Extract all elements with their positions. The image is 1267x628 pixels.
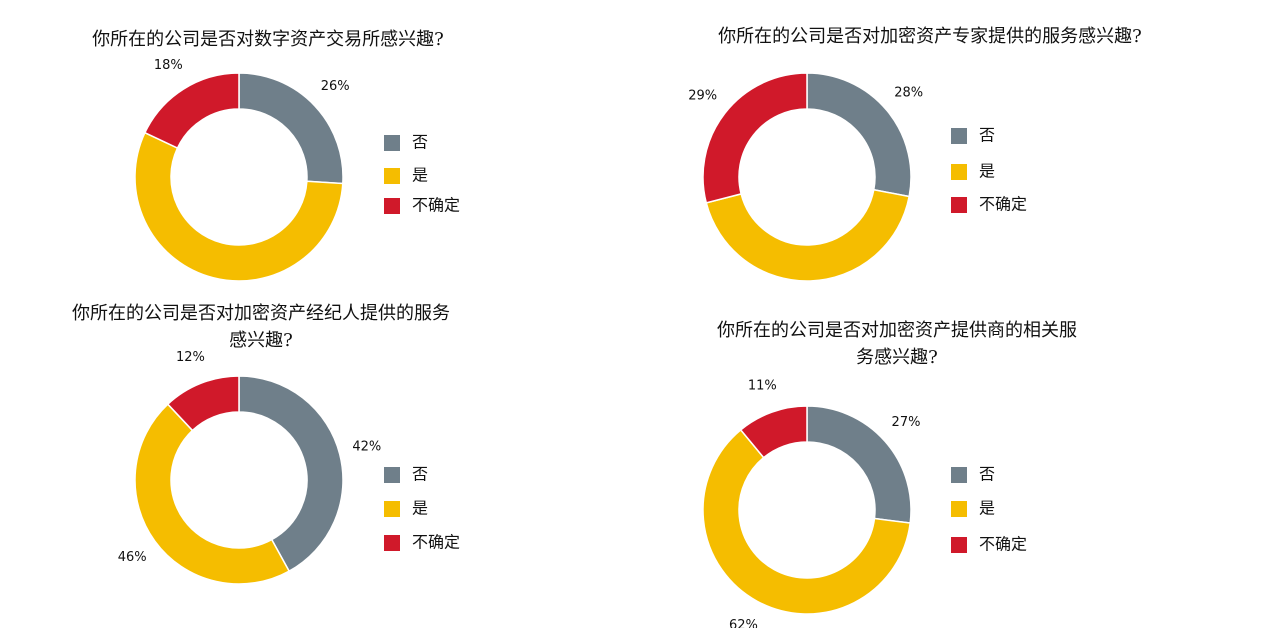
chart-title: 你所在的公司是否对加密资产提供商的相关服 [717,320,1077,341]
legend-label: 否 [412,465,428,484]
data-label: 11% [748,378,777,393]
donut-segment [134,403,291,585]
chart-title: 你所在的公司是否对加密资产经纪人提供的服务 [72,303,450,324]
donut-segment [702,428,912,615]
data-label: 27% [892,415,921,430]
data-label: 42% [352,440,381,455]
legend-label: 否 [412,133,428,152]
chart-title: 务感兴趣? [856,347,938,368]
data-label: 18% [154,58,183,73]
legend-swatch [951,128,967,144]
donut-segment [134,131,344,282]
data-label: 46% [118,550,147,565]
legend-swatch [384,501,400,517]
donut-segment [739,405,808,459]
legend-label: 是 [979,162,995,181]
legend-label: 不确定 [979,535,1027,554]
legend-swatch [951,467,967,483]
chart-title: 你所在的公司是否对加密资产专家提供的服务感兴趣? [718,26,1142,47]
donut-segment [166,375,240,432]
chart-title: 你所在的公司是否对数字资产交易所感兴趣? [92,29,444,50]
legend-swatch [951,537,967,553]
legend-swatch [951,197,967,213]
donut-segment [705,188,911,282]
data-label: 12% [176,350,205,365]
legend-label: 否 [979,126,995,145]
data-label: 29% [688,89,717,104]
legend-label: 是 [979,499,995,518]
legend-swatch [384,198,400,214]
legend-label: 是 [412,499,428,518]
legend-label: 是 [412,166,428,185]
donut-segment [143,72,240,150]
data-label: 62% [729,618,758,628]
legend-label: 不确定 [979,195,1027,214]
chart-title: 感兴趣? [229,330,293,351]
donut-segment [702,72,808,204]
data-label: 26% [321,79,350,94]
legend-label: 不确定 [412,533,460,552]
data-label: 28% [894,85,923,100]
legend-swatch [951,164,967,180]
legend-swatch [384,135,400,151]
legend-swatch [384,168,400,184]
donut-segment [238,375,344,573]
legend-swatch [384,535,400,551]
legend-swatch [384,467,400,483]
legend-swatch [951,501,967,517]
legend-label: 不确定 [412,196,460,215]
legend-label: 否 [979,465,995,484]
